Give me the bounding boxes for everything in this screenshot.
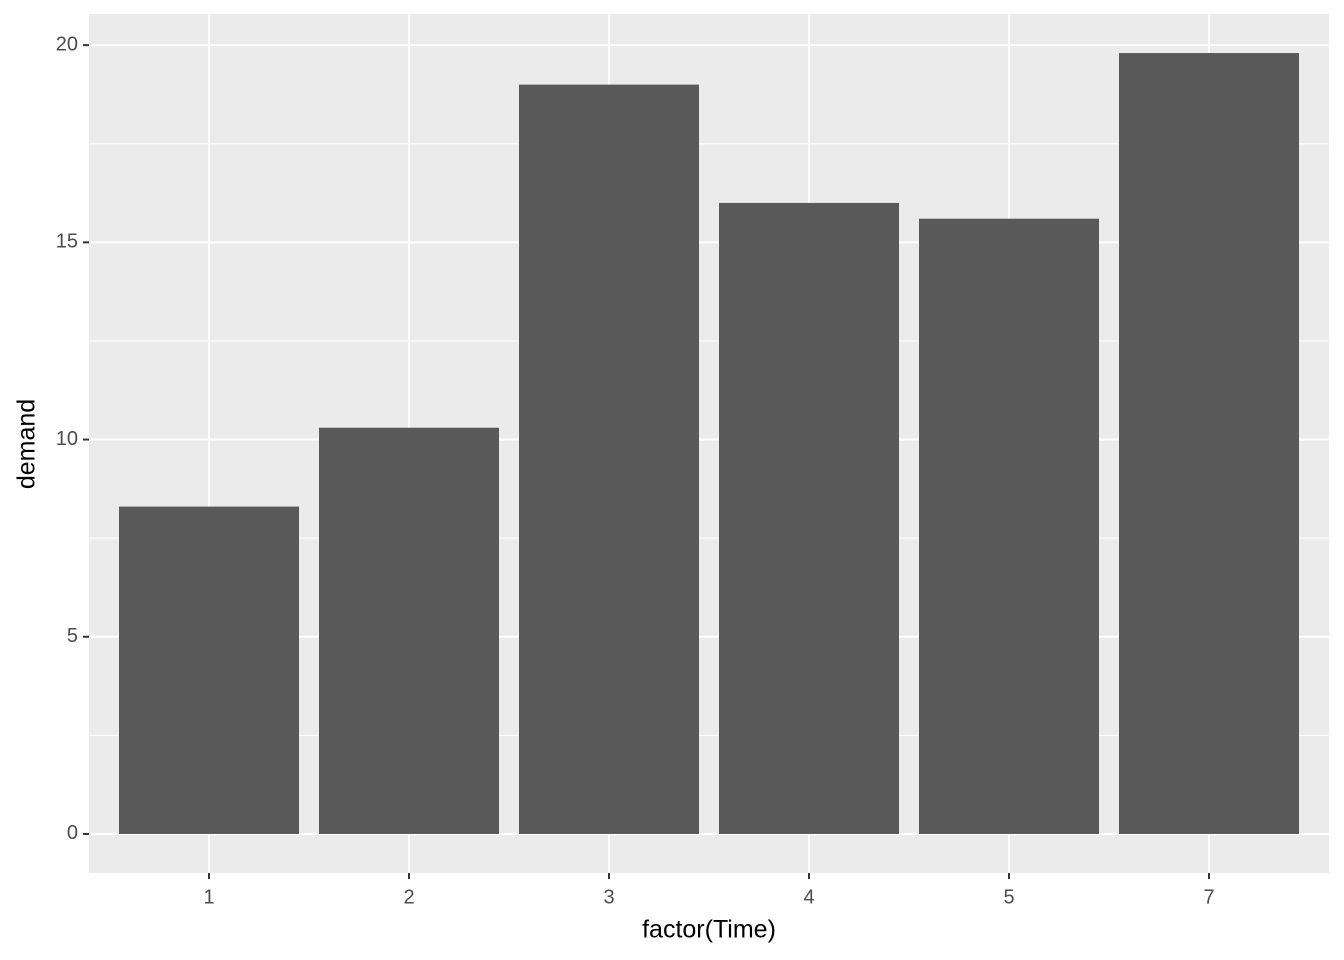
y-tick-label: 15 — [56, 231, 78, 253]
x-tick-label: 7 — [1203, 886, 1214, 908]
y-axis-title: demand — [13, 399, 41, 489]
x-tick-label: 4 — [803, 886, 814, 908]
x-axis-title: factor(Time) — [642, 916, 776, 944]
bar — [119, 506, 299, 834]
y-tick-label: 5 — [67, 625, 78, 647]
y-tick-label: 20 — [56, 33, 78, 55]
y-tick-label: 0 — [67, 822, 78, 844]
x-tick-label: 3 — [603, 886, 614, 908]
bar — [319, 427, 499, 834]
x-tick-label: 5 — [1003, 886, 1014, 908]
bar — [519, 84, 699, 834]
bar — [919, 218, 1099, 834]
x-tick-label: 1 — [203, 886, 214, 908]
bar — [719, 202, 899, 834]
y-tick-label: 10 — [56, 428, 78, 450]
bar — [1119, 53, 1299, 834]
x-tick-label: 2 — [403, 886, 414, 908]
